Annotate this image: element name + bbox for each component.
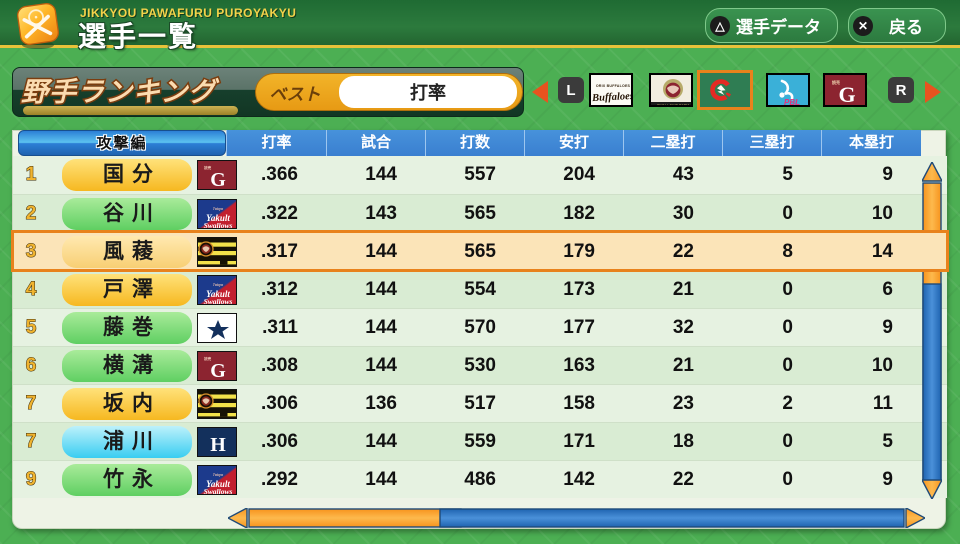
svg-text:Buffaloes: Buffaloes [591,91,633,104]
svg-text:PBL: PBL [784,98,800,107]
svg-text:ORIX BUFFALOES: ORIX BUFFALOES [596,84,631,88]
svg-text:SWALLOWS FARM: SWALLOWS FARM [657,104,689,107]
svg-text:G: G [838,82,855,107]
